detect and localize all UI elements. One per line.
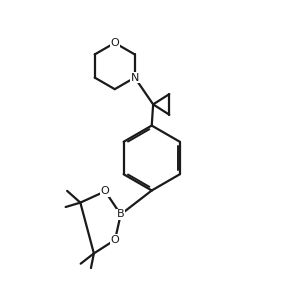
Text: O: O <box>110 38 119 48</box>
Text: O: O <box>101 186 109 196</box>
Text: B: B <box>117 209 124 219</box>
Text: N: N <box>131 73 139 83</box>
Text: O: O <box>111 235 119 245</box>
Text: N: N <box>131 73 139 83</box>
